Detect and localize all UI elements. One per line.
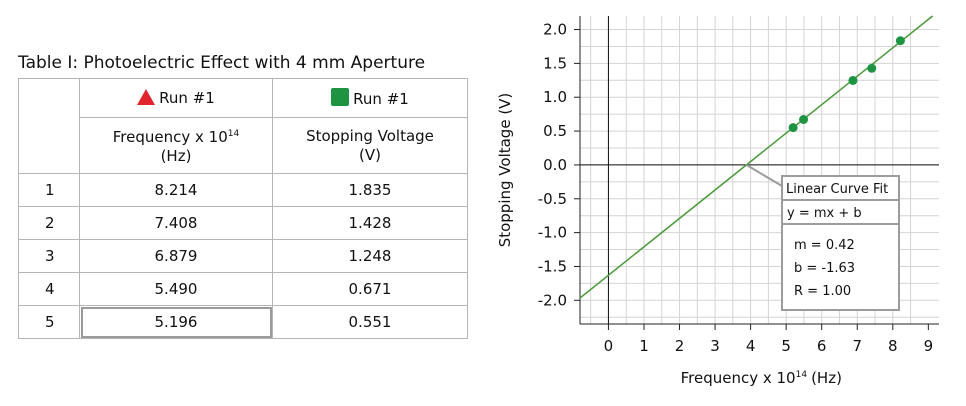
y-tick-label: 2.0 [543, 21, 567, 39]
chart-tick-labels: 0 1 2 3 4 5 6 7 8 9 2.0 1.5 1.0 0.5 0.0 -0.5 -1.0 -1.5 -2.… [538, 21, 933, 355]
fit-annotation-leader [745, 164, 783, 187]
data-point [848, 75, 858, 85]
table-title: Table I: Photoelectric Effect with 4 mm … [18, 53, 426, 73]
x-tick-label: 6 [817, 337, 827, 355]
x-tick-label: 8 [888, 337, 898, 355]
row-index: 2 [18, 206, 80, 240]
x-tick-label: 7 [852, 337, 862, 355]
fit-annotation-box [781, 175, 900, 311]
frequency-cell[interactable]: 5.490 [79, 272, 273, 306]
data-point [867, 63, 877, 73]
chart-axes [579, 16, 939, 325]
fit-slope: m = 0.42 [794, 238, 855, 253]
x-axis-label: Frequency x 1014 (Hz) [681, 369, 842, 387]
column-header-row: Frequency x 1014 (Hz) Stopping Voltage (… [19, 117, 468, 174]
stopping-voltage-chart[interactable]: 0 1 2 3 4 5 6 7 8 9 2.0 1.5 1.0 0.5 0.0 -0.5 -1.0 -1.5 -2.… [490, 0, 966, 406]
x-tick-label: 2 [675, 337, 685, 355]
y-tick-label: 1.0 [543, 88, 567, 106]
voltage-cell[interactable]: 0.551 [272, 305, 468, 339]
frequency-cell[interactable]: 7.408 [79, 206, 273, 240]
red-triangle-icon [137, 89, 156, 105]
corner-cell [18, 78, 80, 174]
fit-line [579, 15, 934, 299]
x-tick-label: 5 [781, 337, 791, 355]
y-tick-label: 1.5 [543, 54, 567, 72]
x-tick-label: 4 [746, 337, 756, 355]
series-header-voltage: Run #1 [272, 78, 468, 118]
y-tick-label: 0.0 [543, 156, 567, 174]
frequency-cell[interactable]: 8.214 [79, 173, 273, 207]
fit-equation: y = mx + b [787, 206, 862, 221]
voltage-cell[interactable]: 1.835 [272, 173, 468, 207]
fit-correlation: R = 1.00 [794, 284, 851, 299]
green-square-icon [331, 88, 350, 106]
fit-title: Linear Curve Fit [786, 182, 888, 197]
row-index: 4 [18, 272, 80, 306]
voltage-cell[interactable]: 1.428 [272, 206, 468, 240]
data-point [895, 36, 905, 46]
x-tick-label: 9 [924, 337, 934, 355]
x-tick-label: 0 [604, 337, 614, 355]
row-index: 5 [18, 305, 80, 339]
data-table: Run #1 Run #1 Frequency x 1014 (Hz) Stop… [18, 78, 468, 339]
table-row: 5 5.196 0.551 [18, 305, 468, 339]
fit-intercept: b = -1.63 [794, 261, 855, 276]
column-header-voltage: Stopping Voltage (V) [272, 117, 468, 174]
x-tick-label: 3 [710, 337, 720, 355]
data-points [788, 36, 905, 133]
table-row: 4 5.490 0.671 [18, 272, 468, 306]
series-header-frequency: Run #1 [79, 78, 273, 118]
column-header-frequency: Frequency x 1014 (Hz) [79, 117, 273, 174]
table-row: 1 8.214 1.835 [18, 173, 468, 207]
frequency-cell-selected[interactable]: 5.196 [79, 305, 273, 339]
y-tick-label: -2.0 [538, 291, 567, 309]
data-point [799, 115, 809, 125]
data-point [788, 123, 798, 133]
table-row: 3 6.879 1.248 [18, 239, 468, 273]
table-row: 2 7.408 1.428 [18, 206, 468, 240]
y-axis-label: Stopping Voltage (V) [496, 93, 514, 248]
voltage-cell[interactable]: 1.248 [272, 239, 468, 273]
y-tick-label: 0.5 [543, 122, 567, 140]
series-header-row: Run #1 Run #1 [18, 78, 468, 174]
row-index: 1 [18, 173, 80, 207]
y-tick-label: -0.5 [538, 190, 567, 208]
frequency-cell[interactable]: 6.879 [79, 239, 273, 273]
row-index: 3 [18, 239, 80, 273]
y-tick-label: -1.0 [538, 224, 567, 242]
fit-annotation[interactable]: Linear Curve Fit y = mx + b m = 0.42 b =… [745, 164, 900, 311]
voltage-cell[interactable]: 0.671 [272, 272, 468, 306]
y-tick-label: -1.5 [538, 257, 567, 275]
x-tick-label: 1 [639, 337, 649, 355]
